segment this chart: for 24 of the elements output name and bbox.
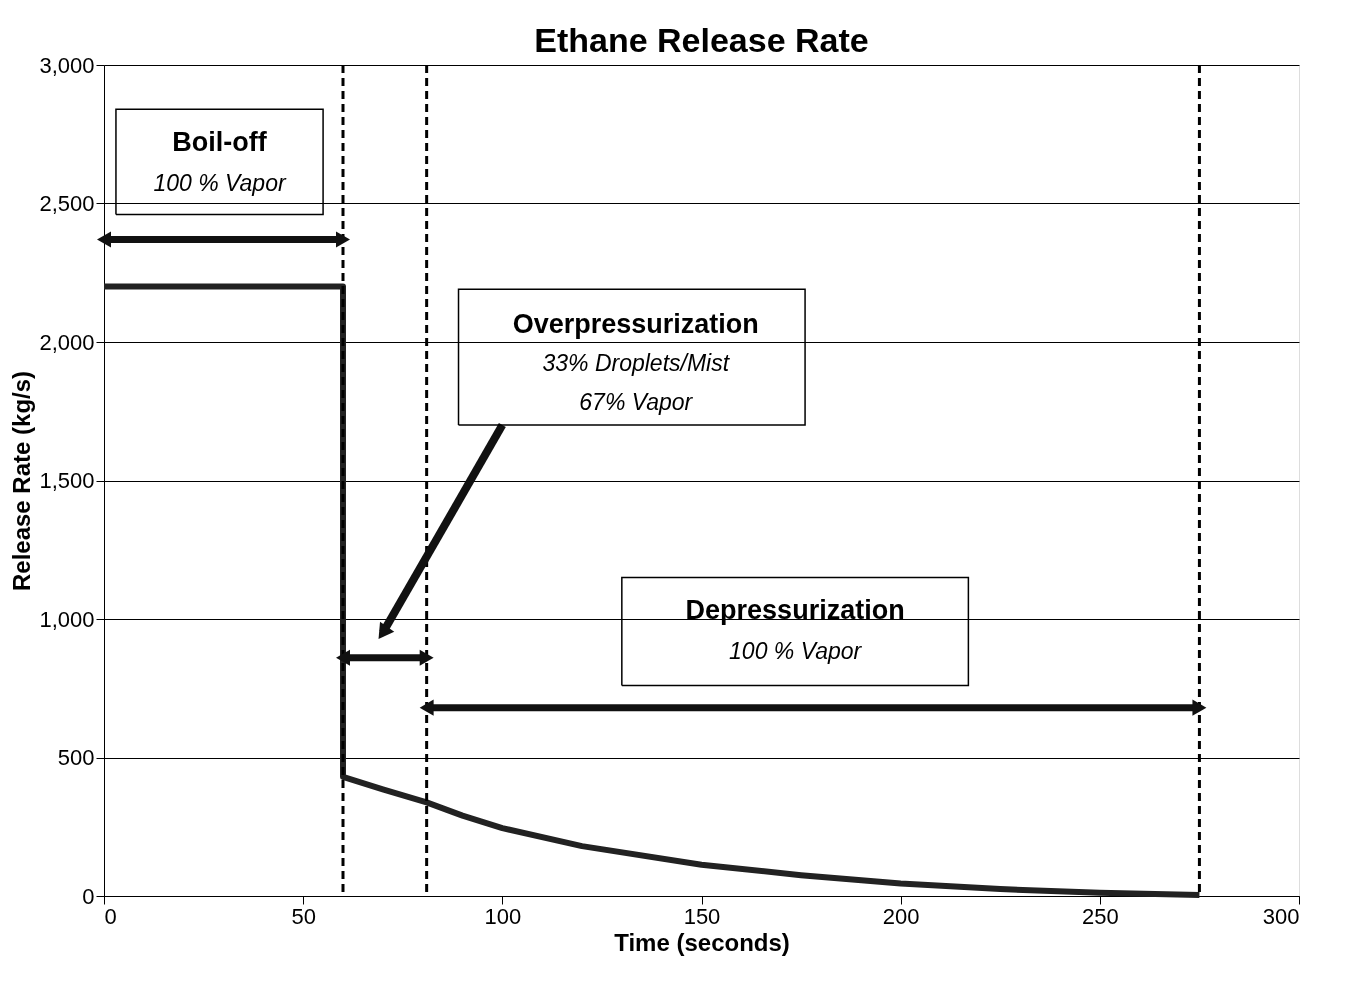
annotation: Boil-off	[172, 126, 268, 157]
annotation: 100 % Vapor	[153, 170, 287, 197]
x-tick-label: 250	[1081, 903, 1119, 929]
x-axis-title: Time (seconds)	[614, 928, 790, 956]
y-tick-label: 0	[82, 883, 95, 909]
y-axis-title: Release Rate (kg/s)	[8, 370, 36, 592]
chart-title: Ethane Release Rate	[534, 21, 869, 59]
x-tick-label: 200	[882, 903, 920, 929]
x-tick-label: 300	[1262, 903, 1300, 929]
x-tick-label: 50	[291, 903, 316, 929]
annotation: 100 % Vapor	[729, 638, 863, 665]
annotation: Depressurization	[685, 594, 905, 625]
annotation: 67% Vapor	[579, 388, 694, 415]
x-tick-label: 100	[484, 903, 522, 929]
annotation: 33% Droplets/Mist	[542, 350, 731, 377]
x-tick-label: 150	[683, 903, 721, 929]
y-tick-label: 500	[57, 745, 95, 770]
y-tick-label: 2,000	[39, 329, 95, 355]
y-tick-label: 1,500	[39, 468, 95, 493]
x-tick-label: 0	[104, 903, 117, 929]
annotation: Overpressurization	[512, 309, 759, 340]
y-tick-label: 2,500	[39, 191, 95, 216]
y-tick-label: 1,000	[39, 606, 95, 632]
y-tick-label: 3,000	[39, 52, 95, 78]
